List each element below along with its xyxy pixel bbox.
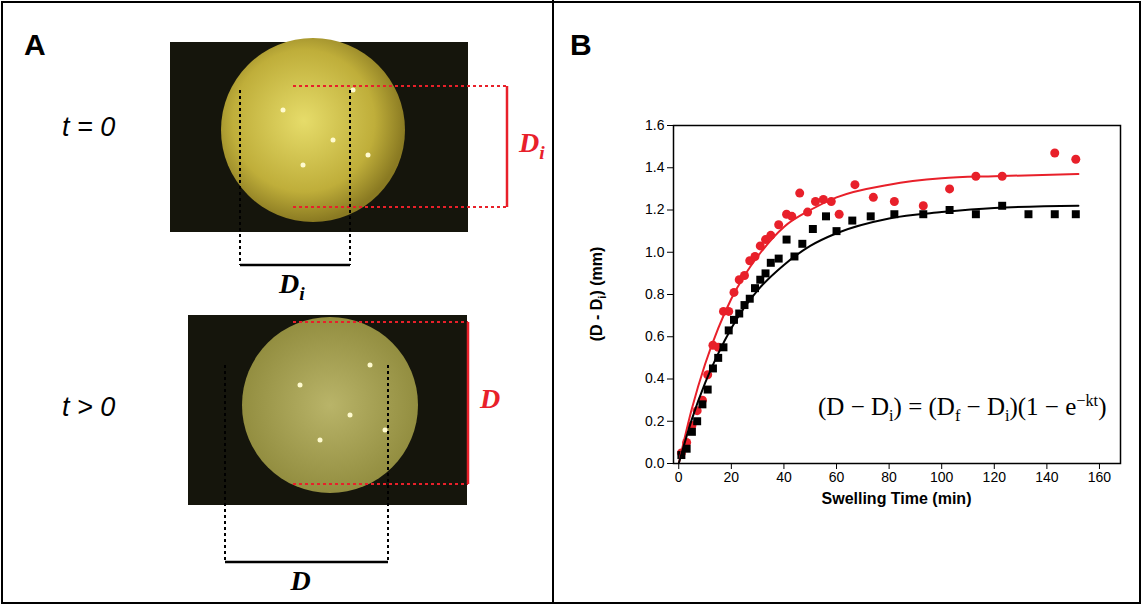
svg-text:0.4: 0.4: [645, 370, 665, 386]
svg-text:20: 20: [724, 469, 740, 485]
html-text:t > 0: t > 0: [62, 392, 116, 422]
svg-text:0.2: 0.2: [645, 413, 665, 429]
svg-text:0.6: 0.6: [645, 328, 665, 344]
svg-text:160: 160: [1088, 469, 1112, 485]
svg-text:1.2: 1.2: [645, 201, 665, 217]
svg-text:140: 140: [1035, 469, 1059, 485]
svg-text:1.6: 1.6: [645, 117, 665, 133]
html-text:Swelling Time (min): Swelling Time (min): [821, 490, 972, 507]
html-text:(D - D: (D - D: [587, 298, 605, 342]
svg-text:0.8: 0.8: [645, 286, 665, 302]
html-text:D: D: [290, 565, 311, 596]
svg-text:60: 60: [829, 469, 845, 485]
html-text:A: A: [24, 28, 46, 61]
svg-text:1.0: 1.0: [645, 244, 665, 260]
svg-text:120: 120: [983, 469, 1007, 485]
html-text:i: i: [596, 295, 609, 299]
svg-text:0.0: 0.0: [645, 455, 665, 471]
html-text:Di: Di: [279, 268, 305, 304]
svg-text:100: 100: [930, 469, 954, 485]
svg-text:80: 80: [881, 469, 897, 485]
html-text:D: D: [480, 383, 501, 414]
svg-text:0: 0: [675, 469, 683, 485]
html-text:(D − Di) = (Df− Di)(1 − e−kt): (D − Di) = (Df− Di)(1 − e−kt): [818, 392, 1107, 426]
html-text:Di: Di: [519, 126, 545, 163]
svg-text:1.4: 1.4: [645, 159, 665, 175]
html-text:) (mm): ) (mm): [587, 246, 605, 296]
html-text:B: B: [570, 28, 592, 61]
svg-text:40: 40: [776, 469, 792, 485]
html-text:t = 0: t = 0: [62, 112, 116, 142]
